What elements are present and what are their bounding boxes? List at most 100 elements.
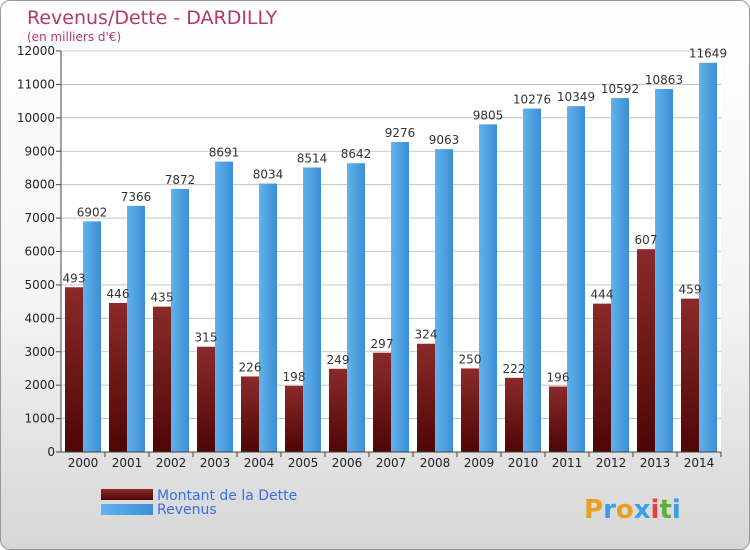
bar-debt <box>505 377 523 452</box>
data-label-debt: 493 <box>63 271 86 285</box>
data-label-revenus: 7366 <box>121 190 152 204</box>
legend-swatch-revenus <box>101 504 153 515</box>
bar-debt <box>417 343 435 452</box>
y-tick-label: 5000 <box>24 278 55 292</box>
x-tick-label: 2005 <box>288 456 319 470</box>
y-tick-label: 8000 <box>24 178 55 192</box>
bar-revenus <box>171 188 189 452</box>
data-label-revenus: 10276 <box>513 93 551 107</box>
legend-label-revenus: Revenus <box>157 502 217 518</box>
y-tick-label: 1000 <box>24 412 55 426</box>
data-label-debt: 198 <box>283 370 306 384</box>
legend-swatch-debt <box>101 489 153 500</box>
bar-revenus <box>567 106 585 453</box>
data-labels: 493 6902 446 7366 435 7872 315 8691 226 8034 198 85… <box>63 47 728 385</box>
data-label-revenus: 8514 <box>297 151 328 165</box>
x-tick-label: 2014 <box>684 456 715 470</box>
y-tick-label: 7000 <box>24 211 55 225</box>
bar-debt <box>593 303 611 452</box>
y-tick-label: 6000 <box>24 245 55 259</box>
y-tick-label: 11000 <box>17 77 55 91</box>
data-label-debt: 222 <box>503 362 526 376</box>
data-label-revenus: 9063 <box>429 133 460 147</box>
y-tick-label: 4000 <box>24 311 55 325</box>
x-tick-label: 2000 <box>68 456 99 470</box>
bar-revenus <box>391 142 409 453</box>
data-label-debt: 446 <box>107 287 130 301</box>
x-tick-label: 2001 <box>112 456 143 470</box>
bar-revenus <box>259 183 277 452</box>
data-label-debt: 324 <box>415 328 438 342</box>
x-tick-label: 2003 <box>200 456 231 470</box>
bar-debt <box>549 386 567 452</box>
bar-revenus <box>215 161 233 452</box>
x-tick-label: 2004 <box>244 456 275 470</box>
bar-debt <box>329 368 347 452</box>
x-tick-label: 2012 <box>596 456 627 470</box>
bar-revenus <box>523 108 541 452</box>
svg-text:Proxiti: Proxiti <box>584 495 681 525</box>
bar-revenus <box>655 88 673 452</box>
data-label-revenus: 6902 <box>77 205 108 219</box>
bar-revenus <box>303 167 321 453</box>
data-label-revenus: 8034 <box>253 168 284 182</box>
data-label-revenus: 11649 <box>689 47 727 61</box>
bar-debt <box>197 346 215 452</box>
x-tick-label: 2008 <box>420 456 451 470</box>
data-label-revenus: 7872 <box>165 173 196 187</box>
data-label-revenus: 10863 <box>645 73 683 87</box>
bar-revenus <box>435 149 453 452</box>
data-label-revenus: 9276 <box>385 126 416 140</box>
bar-debt <box>153 306 171 452</box>
data-label-debt: 607 <box>635 233 658 247</box>
x-tick-label: 2007 <box>376 456 407 470</box>
data-label-debt: 459 <box>679 283 702 297</box>
data-label-revenus: 10349 <box>557 90 595 104</box>
y-tick-label: 10000 <box>17 111 55 125</box>
bar-debt <box>65 287 83 452</box>
bar-revenus <box>479 124 497 453</box>
bar-debt <box>681 298 699 452</box>
proxiti-logo: Proxiti <box>584 495 681 525</box>
bar-revenus <box>347 163 365 452</box>
data-label-debt: 435 <box>151 291 174 305</box>
data-label-revenus: 10592 <box>601 82 639 96</box>
bar-debt <box>373 352 391 452</box>
data-label-debt: 249 <box>327 353 350 367</box>
bar-revenus <box>83 221 101 452</box>
x-tick-label: 2009 <box>464 456 495 470</box>
bars <box>65 62 717 453</box>
bar-debt <box>461 368 479 452</box>
legend-label-debt: Montant de la Dette <box>157 488 297 504</box>
bar-debt <box>285 385 303 452</box>
data-label-revenus: 8642 <box>341 147 372 161</box>
y-axis-ticks: 0 1000 2000 3000 4000 5000 6000 7000 8000 9000 100… <box>17 44 61 459</box>
x-tick-label: 2010 <box>508 456 539 470</box>
x-tick-label: 2011 <box>552 456 583 470</box>
data-label-debt: 226 <box>239 360 262 374</box>
chart-title: Revenus/Dette - DARDILLY <box>27 7 278 29</box>
legend: Montant de la Dette Revenus <box>101 488 297 518</box>
data-label-debt: 315 <box>195 331 218 345</box>
y-tick-label: 9000 <box>24 144 55 158</box>
bar-debt <box>637 249 655 452</box>
x-axis-ticks: 2000 2001 2002 2003 2004 2005 2006 2007 2008 2009… <box>68 452 722 470</box>
bar-debt <box>241 376 259 452</box>
x-tick-label: 2013 <box>640 456 671 470</box>
bar-revenus <box>611 98 629 453</box>
data-label-revenus: 9805 <box>473 108 504 122</box>
bar-debt <box>109 302 127 452</box>
data-label-debt: 196 <box>547 371 570 385</box>
bar-revenus <box>127 205 145 452</box>
x-tick-label: 2006 <box>332 456 363 470</box>
y-tick-label: 3000 <box>24 345 55 359</box>
chart-subtitle: (en milliers d'€) <box>27 30 121 44</box>
data-label-debt: 444 <box>591 288 614 302</box>
y-tick-label: 12000 <box>17 44 55 58</box>
y-tick-label: 0 <box>47 445 55 459</box>
y-tick-label: 2000 <box>24 378 55 392</box>
data-label-debt: 250 <box>459 352 482 366</box>
x-tick-label: 2002 <box>156 456 187 470</box>
